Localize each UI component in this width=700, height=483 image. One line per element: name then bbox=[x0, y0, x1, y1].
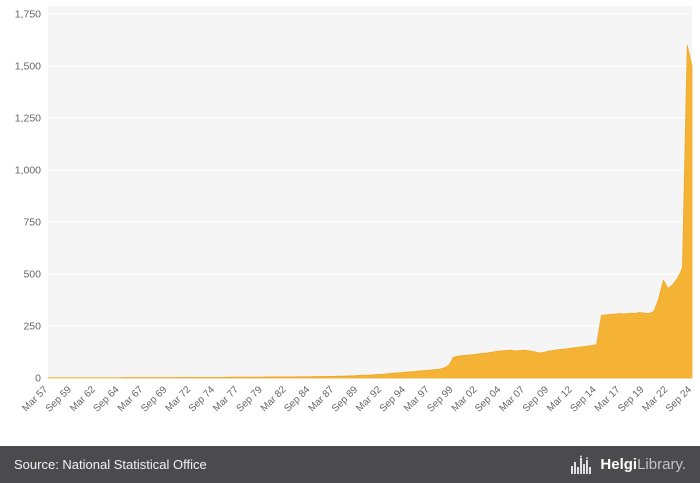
x-tick-label: Sep 99 bbox=[425, 384, 455, 414]
x-tick-label: Sep 64 bbox=[91, 384, 121, 414]
footer-bar: Source: National Statistical Office Helg… bbox=[0, 446, 700, 483]
y-tick-label: 1,500 bbox=[15, 61, 41, 73]
x-tick-label: Sep 09 bbox=[521, 384, 551, 414]
x-tick-label: Sep 84 bbox=[282, 384, 312, 414]
x-tick-label: Sep 94 bbox=[378, 384, 408, 414]
source-text: Source: National Statistical Office bbox=[14, 457, 207, 472]
x-tick-label: Sep 79 bbox=[235, 384, 265, 414]
helgi-logo-icon bbox=[571, 455, 592, 474]
x-tick-label: Sep 69 bbox=[139, 384, 169, 414]
y-tick-label: 1,000 bbox=[15, 165, 41, 177]
plot-background bbox=[48, 6, 692, 378]
x-tick-label: Sep 74 bbox=[187, 384, 217, 414]
y-tick-label: 250 bbox=[23, 321, 41, 333]
x-tick-label: Sep 04 bbox=[473, 384, 503, 414]
logo-text-bold: Helgi bbox=[600, 456, 638, 473]
logo-text-light: Library. bbox=[637, 456, 686, 473]
y-tick-label: 1,750 bbox=[15, 9, 41, 21]
y-tick-label: 500 bbox=[23, 269, 41, 281]
y-tick-label: 0 bbox=[35, 373, 41, 385]
x-tick-label: Sep 19 bbox=[616, 384, 646, 414]
x-tick-label: Sep 59 bbox=[44, 384, 74, 414]
area-series bbox=[47, 45, 693, 379]
x-tick-label: Sep 89 bbox=[330, 384, 360, 414]
helgi-library-logo[interactable]: HelgiLibrary. bbox=[571, 455, 686, 475]
y-tick-label: 1,250 bbox=[15, 113, 41, 125]
x-tick-label: Sep 14 bbox=[569, 384, 599, 414]
chart-container: 0 250 500 750 1,000 1,250 1,500 1,750 Mar 57 Sep … bbox=[14, 6, 695, 415]
y-tick-label: 750 bbox=[23, 217, 41, 229]
x-tick-label: Sep 24 bbox=[664, 384, 694, 414]
logo-text: HelgiLibrary. bbox=[600, 456, 686, 473]
